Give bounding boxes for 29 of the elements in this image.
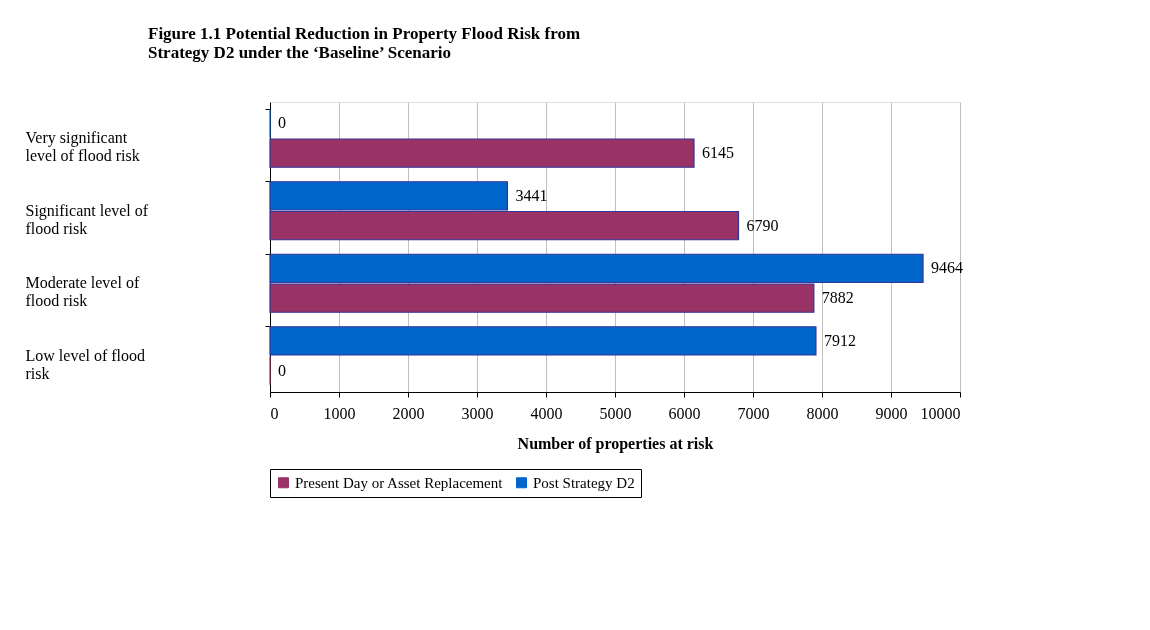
x-tick-label: 0 (270, 404, 279, 422)
x-tick-label: 4000 (530, 404, 563, 422)
bar (269, 138, 695, 168)
data-label: 9464 (931, 259, 964, 277)
data-label: 6145 (702, 144, 735, 162)
y-tick-label: Moderate level of flood risk (25, 274, 140, 310)
x-tick-label: 10000 (920, 404, 961, 422)
data-label: 6790 (746, 216, 779, 234)
data-label: 7912 (823, 331, 856, 349)
legend-label: Present Day or Asset Replacement (295, 474, 504, 491)
data-label: 7882 (821, 289, 854, 307)
x-axis-title: Number of properties at risk (517, 434, 714, 453)
x-tick-label: 9000 (875, 404, 908, 422)
x-tick-label: 7000 (737, 404, 770, 422)
bar (269, 326, 817, 356)
legend-label: Post Strategy D2 (533, 474, 635, 491)
data-label: 0 (278, 114, 286, 132)
data-label: 0 (278, 361, 286, 379)
y-tick-label: Low level of flood risk (25, 346, 146, 382)
x-tick-label: 3000 (461, 404, 494, 422)
x-tick-label: 2000 (392, 404, 425, 422)
data-label: 3441 (515, 186, 548, 204)
y-tick-label: Significant level of flood risk (25, 201, 149, 237)
x-tick-label: 5000 (599, 404, 632, 422)
x-tick-label: 1000 (323, 404, 356, 422)
chart-title: Figure 1.1 Potential Reduction in Property Flood Risk from Strategy D2 under the ‘Baseline’ Scenario (148, 24, 581, 62)
y-tick-label: Very significant level of flood risk (25, 129, 140, 165)
x-tick-label: 8000 (806, 404, 839, 422)
x-tick-label: 6000 (668, 404, 701, 422)
